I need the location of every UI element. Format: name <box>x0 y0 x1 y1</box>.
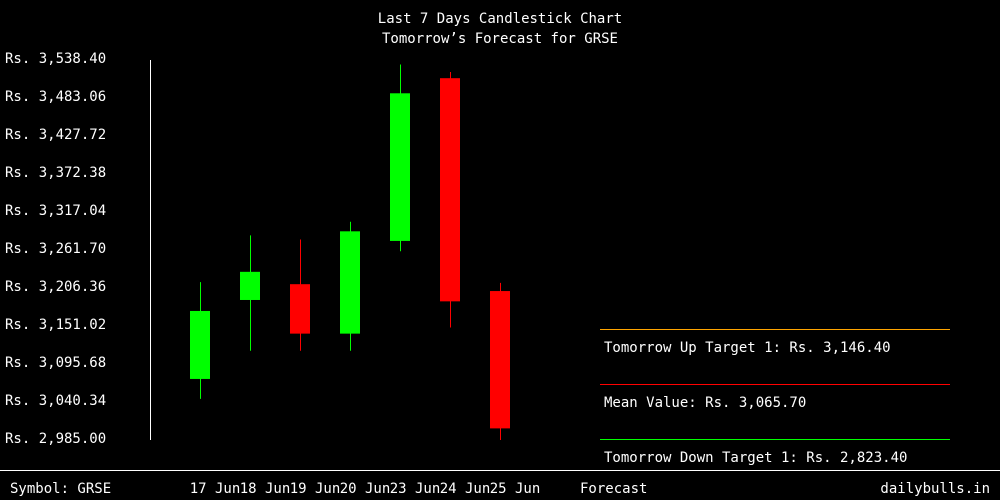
y-tick-label: Rs. 3,372.38 <box>5 165 106 181</box>
forecast-target-label: Mean Value: Rs. 3,065.70 <box>604 395 806 411</box>
candle-body <box>290 284 310 334</box>
candles <box>190 64 510 441</box>
y-tick-label: Rs. 3,040.34 <box>5 393 106 409</box>
symbol-label: Symbol: GRSE <box>10 481 111 497</box>
candle <box>290 239 310 351</box>
candle-body <box>390 93 410 241</box>
candle <box>440 72 460 328</box>
x-tick-label: 18 Jun <box>240 481 291 497</box>
candle-body <box>440 78 460 302</box>
candle-body <box>340 231 360 334</box>
chart-subtitle: Tomorrow’s Forecast for GRSE <box>382 31 618 47</box>
candle-body <box>490 291 510 429</box>
y-tick-label: Rs. 3,206.36 <box>5 279 106 295</box>
x-tick-label: 20 Jun <box>340 481 391 497</box>
x-tick-label: 25 Jun <box>490 481 541 497</box>
y-tick-label: Rs. 3,317.04 <box>5 203 106 219</box>
y-tick-label: Rs. 2,985.00 <box>5 431 106 447</box>
forecast-target-label: Tomorrow Down Target 1: Rs. 2,823.40 <box>604 450 907 466</box>
x-tick-label: 17 Jun <box>190 481 241 497</box>
forecast-target-label: Tomorrow Up Target 1: Rs. 3,146.40 <box>604 340 891 356</box>
brand-label: dailybulls.in <box>880 481 990 497</box>
y-tick-label: Rs. 3,538.40 <box>5 51 106 67</box>
x-axis-labels: 17 Jun 18 Jun 19 Jun 20 Jun 23 Jun 24 Jun 25 J… <box>190 481 541 497</box>
x-tick-label: 24 Jun <box>440 481 491 497</box>
y-tick-label: Rs. 3,151.02 <box>5 317 106 333</box>
candle <box>490 282 510 441</box>
candle <box>190 282 210 399</box>
x-tick-label: 23 Jun <box>390 481 441 497</box>
chart-title: Last 7 Days Candlestick Chart <box>378 11 622 27</box>
candle <box>390 64 410 252</box>
y-tick-label: Rs. 3,095.68 <box>5 355 106 371</box>
candle <box>340 221 360 351</box>
y-tick-label: Rs. 3,483.06 <box>5 89 106 105</box>
candle-body <box>240 271 260 300</box>
candle <box>240 235 260 351</box>
candle-body <box>190 310 210 379</box>
x-tick-label: 19 Jun <box>290 481 341 497</box>
forecast-label: Forecast <box>580 481 647 497</box>
y-axis: Rs. 3,538.40 Rs. 3,483.06 Rs. 3,427.72 Rs. … <box>5 51 106 447</box>
forecast-panel: Tomorrow Up Target 1: Rs. 3,146.40 Mean V… <box>600 329 950 466</box>
y-tick-label: Rs. 3,427.72 <box>5 127 106 143</box>
y-tick-label: Rs. 3,261.70 <box>5 241 106 257</box>
